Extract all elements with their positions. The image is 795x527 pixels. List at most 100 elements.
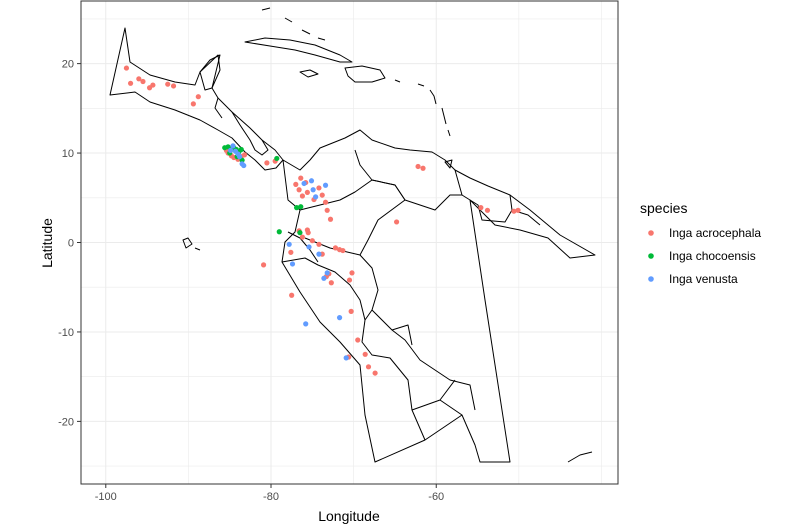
- point-inga-acrocephala: [324, 207, 330, 213]
- point-inga-venusta: [324, 270, 330, 276]
- point-inga-acrocephala: [165, 81, 171, 87]
- point-inga-acrocephala: [328, 280, 334, 286]
- point-inga-chocoensis: [274, 155, 280, 162]
- legend-label: Inga acrocephala: [669, 226, 761, 240]
- point-inga-acrocephala: [327, 216, 334, 222]
- x-axis: -100 -80 -60: [95, 484, 444, 503]
- legend: species Inga acrocephala Inga chocoensis I…: [640, 200, 761, 286]
- y-tick-label: 20: [62, 59, 74, 71]
- plot-panel: [80, 0, 619, 485]
- point-inga-acrocephala: [355, 337, 361, 343]
- point-inga-chocoensis: [238, 146, 244, 153]
- point-inga-acrocephala: [332, 245, 339, 251]
- point-inga-acrocephala: [346, 277, 353, 283]
- point-inga-acrocephala: [264, 160, 270, 166]
- border-trinidad: [444, 159, 453, 169]
- point-inga-acrocephala: [393, 219, 400, 225]
- legend-label: Inga venusta: [669, 272, 738, 286]
- point-inga-venusta: [239, 161, 245, 167]
- point-inga-acrocephala: [511, 208, 517, 214]
- point-inga-acrocephala: [298, 175, 304, 181]
- point-inga-acrocephala: [484, 207, 491, 213]
- point-inga-acrocephala: [241, 152, 248, 158]
- point-inga-venusta: [308, 178, 315, 184]
- point-inga-acrocephala: [340, 247, 346, 254]
- x-axis-title: Longitude: [318, 508, 380, 524]
- point-inga-acrocephala: [319, 192, 325, 198]
- border-yucatan: [199, 54, 221, 91]
- point-inga-venusta: [306, 244, 312, 250]
- country-borders: [109, 7, 596, 463]
- border-galapagos: [182, 237, 201, 251]
- point-inga-acrocephala: [299, 234, 306, 240]
- point-inga-acrocephala: [150, 82, 156, 88]
- border-antilles: [394, 79, 451, 137]
- point-inga-acrocephala: [420, 165, 426, 171]
- x-tick-label: -80: [263, 491, 279, 503]
- point-inga-venusta: [289, 261, 296, 267]
- point-inga-venusta: [313, 194, 319, 200]
- y-tick-label: 0: [68, 238, 74, 250]
- border-south-america: [281, 129, 596, 463]
- point-inga-chocoensis: [298, 204, 304, 210]
- legend-key: [648, 276, 654, 282]
- point-inga-acrocephala: [515, 207, 521, 213]
- point-inga-acrocephala: [140, 78, 146, 85]
- point-inga-acrocephala: [293, 181, 299, 187]
- point-inga-acrocephala: [316, 241, 322, 247]
- legend-label: Inga chocoensis: [669, 249, 756, 263]
- y-tick-label: 10: [62, 148, 74, 160]
- point-inga-acrocephala: [362, 351, 368, 357]
- point-inga-acrocephala: [309, 238, 315, 244]
- point-inga-acrocephala: [322, 199, 329, 205]
- border-ecuador: [287, 231, 319, 263]
- border-jamaica: [299, 69, 319, 78]
- y-tick-label: -20: [58, 416, 74, 428]
- y-axis-title: Latitude: [39, 218, 55, 268]
- x-tick-label: -100: [95, 491, 117, 503]
- point-inga-acrocephala: [260, 262, 267, 268]
- point-inga-venusta: [316, 251, 322, 257]
- point-inga-acrocephala: [190, 101, 196, 107]
- point-inga-acrocephala: [365, 364, 372, 370]
- x-tick-label: -60: [428, 491, 444, 503]
- y-tick-label: -10: [58, 327, 74, 339]
- point-inga-venusta: [230, 143, 236, 149]
- point-inga-venusta: [303, 321, 309, 327]
- point-inga-acrocephala: [123, 65, 130, 71]
- point-inga-venusta: [343, 355, 349, 361]
- point-inga-acrocephala: [305, 230, 311, 236]
- border-venezuela: [354, 149, 463, 211]
- border-falkland-hint: [567, 451, 593, 463]
- border-bahamas: [261, 7, 326, 41]
- point-inga-venusta: [321, 275, 327, 281]
- border-paraguay: [411, 379, 463, 416]
- point-inga-acrocephala: [299, 193, 306, 199]
- border-hispaniola: [344, 65, 386, 83]
- minor-gridlines: [81, 1, 618, 484]
- point-inga-chocoensis: [297, 230, 303, 236]
- point-inga-acrocephala: [296, 187, 302, 193]
- point-inga-acrocephala: [304, 189, 310, 196]
- point-inga-acrocephala: [349, 270, 355, 276]
- point-inga-acrocephala: [415, 163, 421, 170]
- point-inga-acrocephala: [348, 308, 354, 314]
- point-inga-venusta: [301, 180, 307, 187]
- point-inga-acrocephala: [127, 80, 134, 86]
- point-inga-acrocephala: [170, 83, 177, 89]
- border-brazil-west: [359, 254, 476, 411]
- border-mexico: [109, 27, 284, 171]
- y-axis: -20 -10 0 10 20: [58, 59, 81, 428]
- occurrence-points: [123, 65, 521, 376]
- point-inga-chocoensis: [276, 229, 282, 235]
- point-inga-acrocephala: [478, 205, 484, 211]
- point-inga-venusta: [336, 315, 343, 321]
- point-inga-acrocephala: [136, 76, 142, 82]
- point-inga-venusta: [286, 241, 292, 247]
- border-cuba: [244, 37, 353, 63]
- legend-key: [648, 253, 654, 259]
- point-inga-venusta: [227, 147, 234, 153]
- point-inga-acrocephala: [316, 185, 322, 191]
- legend-key: [648, 230, 654, 236]
- point-inga-acrocephala: [289, 292, 295, 298]
